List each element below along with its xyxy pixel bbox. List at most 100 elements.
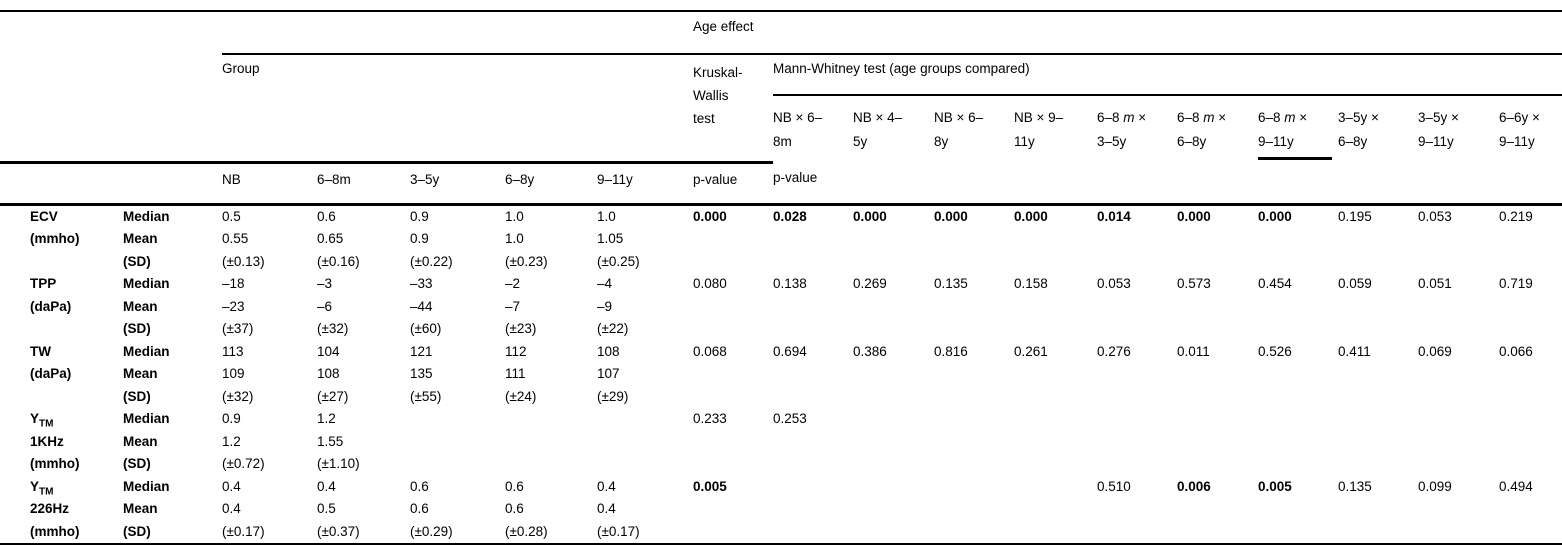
- mw-pvalue: [1338, 251, 1418, 274]
- group-value: [597, 453, 693, 476]
- group-value: 0.5: [317, 501, 336, 516]
- mw-pvalue: 0.066: [1499, 343, 1533, 359]
- mw-pvalue: [1499, 520, 1562, 545]
- row-label: (daPa): [30, 366, 72, 381]
- kw-pvalue: [693, 453, 773, 476]
- group-value: 1.0: [505, 208, 524, 224]
- mw-pvalue: [853, 386, 934, 409]
- mw-pvalue: [773, 363, 853, 386]
- mw-col-header: 3–5y × 6–8y: [1338, 110, 1379, 149]
- group-value: (±0.37): [317, 520, 410, 545]
- mw-pvalue: [1338, 363, 1418, 386]
- mw-pvalue: 0.411: [1338, 343, 1371, 359]
- mw-pvalue: [1014, 431, 1097, 454]
- mw-pvalue: [934, 453, 1014, 476]
- age-effect-header: Age effect: [693, 10, 1562, 55]
- mw-pvalue: 0.253: [773, 411, 807, 426]
- mw-pvalue: [1177, 520, 1258, 545]
- mw-pvalue: [1177, 251, 1258, 274]
- group-value: 121: [410, 343, 433, 359]
- stat-label: Median: [123, 343, 170, 359]
- group-value: 0.6: [505, 501, 524, 516]
- group-value: (±29): [597, 388, 629, 404]
- kw-pvalue: [693, 318, 773, 341]
- stat-label: Mean: [123, 298, 158, 314]
- group-value: –23: [222, 298, 245, 314]
- kw-pvalue: [693, 498, 773, 521]
- group-value: (±0.72): [222, 456, 265, 471]
- mw-pvalue: [934, 408, 1014, 431]
- mw-pvalue: [773, 453, 853, 476]
- mw-pvalue: [1499, 431, 1562, 454]
- mw-pvalue: 0.494: [1499, 478, 1533, 494]
- stat-label: Mean: [123, 366, 158, 381]
- mw-pvalue: [1499, 408, 1562, 431]
- group-value: [505, 453, 597, 476]
- row-label: 226Hz: [30, 501, 70, 516]
- group-value: 108: [597, 343, 620, 359]
- group-value: (±55): [410, 388, 442, 404]
- kw-pvalue-header: p-value: [693, 162, 773, 206]
- mw-pvalue: 0.011: [1177, 343, 1210, 359]
- mw-pvalue: [1499, 228, 1562, 251]
- header-row-mw-columns: NB × 6– 8m NB × 4– 5y NB × 6– 8y NB × 9–…: [0, 95, 1562, 164]
- mw-pvalue: [934, 296, 1014, 319]
- mw-pvalue: 0.053: [1418, 208, 1452, 224]
- group-value: [505, 408, 597, 431]
- table-row: (SD) (±37) (±32) (±60) (±23) (±22): [0, 318, 1562, 341]
- group-value: 0.4: [317, 478, 336, 494]
- group-value: [410, 431, 505, 454]
- mw-pvalue: 0.000: [853, 208, 887, 224]
- group-value: –44: [410, 298, 433, 314]
- mw-pvalue: 0.510: [1097, 478, 1131, 494]
- kw-pvalue: [693, 228, 773, 251]
- mw-pvalue: [1177, 363, 1258, 386]
- mw-pvalue: [1258, 431, 1338, 454]
- group-value: 0.6: [505, 478, 524, 494]
- row-label: YTM: [30, 478, 54, 498]
- mw-pvalue: [1338, 408, 1418, 431]
- mw-pvalue: [1338, 386, 1418, 409]
- header-stub-spacer: [0, 54, 222, 95]
- group-value: –9: [597, 298, 613, 314]
- mw-pvalue: [1418, 431, 1499, 454]
- mw-pvalue: [1418, 318, 1499, 341]
- group-col-header: NB: [222, 162, 317, 206]
- group-value: –7: [505, 298, 521, 314]
- mw-pvalue: 0.138: [773, 276, 807, 291]
- group-value: (±0.17): [597, 520, 693, 545]
- group-value: –18: [222, 276, 245, 291]
- table-row: (SD) (±0.13) (±0.16) (±0.22) (±0.23) (±0.25): [0, 251, 1562, 274]
- group-value: 1.2: [317, 411, 336, 426]
- kw-pvalue: 0.000: [693, 208, 727, 224]
- group-value: 0.4: [597, 501, 616, 516]
- mw-pvalue: 0.573: [1177, 276, 1211, 291]
- header-stub-spacer: [0, 162, 222, 206]
- group-value: –6: [317, 298, 333, 314]
- header-row-columns: NB 6–8m 3–5y 6–8y 9–11y p-value p-value: [0, 162, 1562, 206]
- mw-pvalue: [1014, 520, 1097, 545]
- group-value: (±60): [410, 321, 442, 336]
- group-value: 1.0: [505, 231, 524, 246]
- group-value: (±0.17): [222, 520, 317, 545]
- header-stub-spacer: [0, 95, 222, 164]
- mw-pvalue: [1338, 296, 1418, 319]
- mw-pvalue: 0.454: [1258, 276, 1292, 291]
- kw-pvalue: 0.080: [693, 276, 727, 291]
- group-value: 0.9: [222, 411, 241, 426]
- group-value: [410, 453, 505, 476]
- row-label: TW: [30, 343, 51, 359]
- mw-pvalue: [773, 251, 853, 274]
- mw-pvalue: [1258, 386, 1338, 409]
- stat-label: (SD): [123, 456, 151, 471]
- table-row: TPP Median –18 –3 –33 –2 –4 0.080 0.138 0.269 0.13…: [0, 273, 1562, 296]
- kw-pvalue: [693, 363, 773, 386]
- group-value: 135: [410, 366, 433, 381]
- mw-pvalue: [934, 228, 1014, 251]
- stat-label: (SD): [123, 253, 151, 269]
- stat-label: Mean: [123, 231, 158, 246]
- mw-pvalue: [1418, 228, 1499, 251]
- header-row-tests: Group Kruskal- Wallis test Mann-Whitney …: [0, 54, 1562, 164]
- mw-pvalue: [1014, 228, 1097, 251]
- mw-pvalue: [1014, 453, 1097, 476]
